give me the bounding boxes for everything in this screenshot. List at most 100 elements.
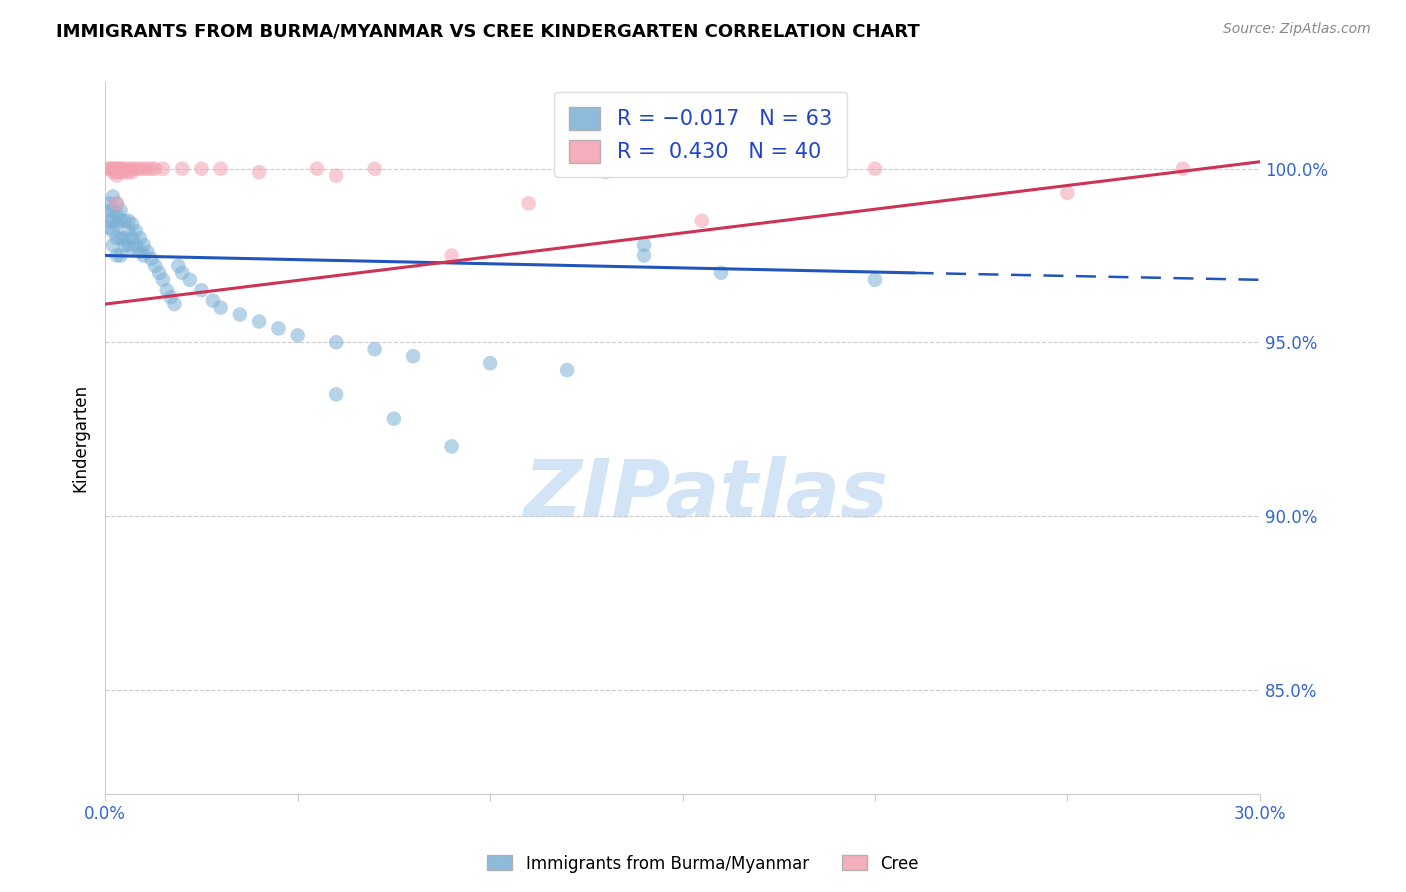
Point bbox=[101, 189, 124, 203]
Point bbox=[114, 165, 136, 179]
Point bbox=[440, 248, 463, 262]
Point bbox=[105, 169, 128, 183]
Point bbox=[156, 283, 179, 297]
Point bbox=[1171, 161, 1194, 176]
Point bbox=[121, 161, 143, 176]
Point bbox=[105, 161, 128, 176]
Point bbox=[110, 203, 132, 218]
Point bbox=[125, 238, 148, 252]
Point bbox=[101, 224, 124, 238]
Point bbox=[98, 161, 121, 176]
Point bbox=[143, 259, 166, 273]
Point bbox=[125, 224, 148, 238]
Point bbox=[105, 165, 128, 179]
Legend: R = −0.017   N = 63, R =  0.430   N = 40: R = −0.017 N = 63, R = 0.430 N = 40 bbox=[554, 92, 846, 178]
Point bbox=[479, 356, 502, 370]
Point bbox=[863, 273, 886, 287]
Point bbox=[325, 335, 347, 350]
Point bbox=[121, 242, 143, 256]
Point bbox=[710, 266, 733, 280]
Point bbox=[201, 293, 224, 308]
Point bbox=[136, 245, 159, 260]
Y-axis label: Kindergarten: Kindergarten bbox=[72, 384, 89, 491]
Point bbox=[190, 161, 212, 176]
Text: Source: ZipAtlas.com: Source: ZipAtlas.com bbox=[1223, 22, 1371, 37]
Point bbox=[98, 196, 121, 211]
Point bbox=[305, 161, 328, 176]
Point bbox=[98, 220, 121, 235]
Point bbox=[128, 161, 150, 176]
Point bbox=[101, 238, 124, 252]
Point bbox=[105, 161, 128, 176]
Point bbox=[121, 231, 143, 245]
Point bbox=[132, 238, 155, 252]
Point bbox=[863, 161, 886, 176]
Point bbox=[555, 363, 578, 377]
Point bbox=[98, 203, 121, 218]
Point bbox=[117, 224, 139, 238]
Point bbox=[110, 231, 132, 245]
Point bbox=[101, 214, 124, 228]
Point bbox=[101, 203, 124, 218]
Point bbox=[121, 217, 143, 231]
Point bbox=[1056, 186, 1078, 200]
Point bbox=[209, 301, 232, 315]
Point bbox=[110, 248, 132, 262]
Point bbox=[633, 248, 655, 262]
Point bbox=[125, 161, 148, 176]
Point bbox=[167, 259, 190, 273]
Point bbox=[101, 161, 124, 176]
Point bbox=[325, 387, 347, 401]
Point bbox=[190, 283, 212, 297]
Point bbox=[267, 321, 290, 335]
Point bbox=[247, 314, 270, 328]
Point bbox=[209, 161, 232, 176]
Point bbox=[101, 161, 124, 176]
Point bbox=[363, 343, 385, 357]
Point bbox=[110, 161, 132, 176]
Point bbox=[98, 214, 121, 228]
Point bbox=[325, 169, 347, 183]
Point bbox=[132, 161, 155, 176]
Point bbox=[152, 273, 174, 287]
Point bbox=[229, 308, 252, 322]
Legend: Immigrants from Burma/Myanmar, Cree: Immigrants from Burma/Myanmar, Cree bbox=[481, 848, 925, 880]
Point bbox=[159, 290, 181, 304]
Point bbox=[117, 161, 139, 176]
Point bbox=[633, 238, 655, 252]
Point bbox=[98, 161, 121, 176]
Point bbox=[179, 273, 201, 287]
Point bbox=[110, 214, 132, 228]
Point bbox=[136, 161, 159, 176]
Point bbox=[110, 165, 132, 179]
Point bbox=[101, 165, 124, 179]
Point bbox=[128, 245, 150, 260]
Point bbox=[105, 196, 128, 211]
Point bbox=[172, 266, 194, 280]
Point bbox=[163, 297, 186, 311]
Point bbox=[148, 266, 170, 280]
Text: ZIPatlas: ZIPatlas bbox=[523, 456, 889, 533]
Point bbox=[105, 231, 128, 245]
Point bbox=[105, 217, 128, 231]
Point bbox=[114, 214, 136, 228]
Point bbox=[247, 165, 270, 179]
Point bbox=[117, 165, 139, 179]
Point bbox=[114, 231, 136, 245]
Point bbox=[690, 214, 713, 228]
Point bbox=[287, 328, 309, 343]
Point bbox=[595, 165, 617, 179]
Point bbox=[105, 207, 128, 221]
Point bbox=[105, 196, 128, 211]
Point bbox=[517, 196, 540, 211]
Point bbox=[141, 252, 163, 266]
Point bbox=[141, 161, 163, 176]
Point bbox=[105, 248, 128, 262]
Point bbox=[110, 161, 132, 176]
Point bbox=[114, 238, 136, 252]
Point bbox=[152, 161, 174, 176]
Point bbox=[363, 161, 385, 176]
Point bbox=[440, 440, 463, 454]
Point bbox=[114, 161, 136, 176]
Point bbox=[402, 349, 425, 363]
